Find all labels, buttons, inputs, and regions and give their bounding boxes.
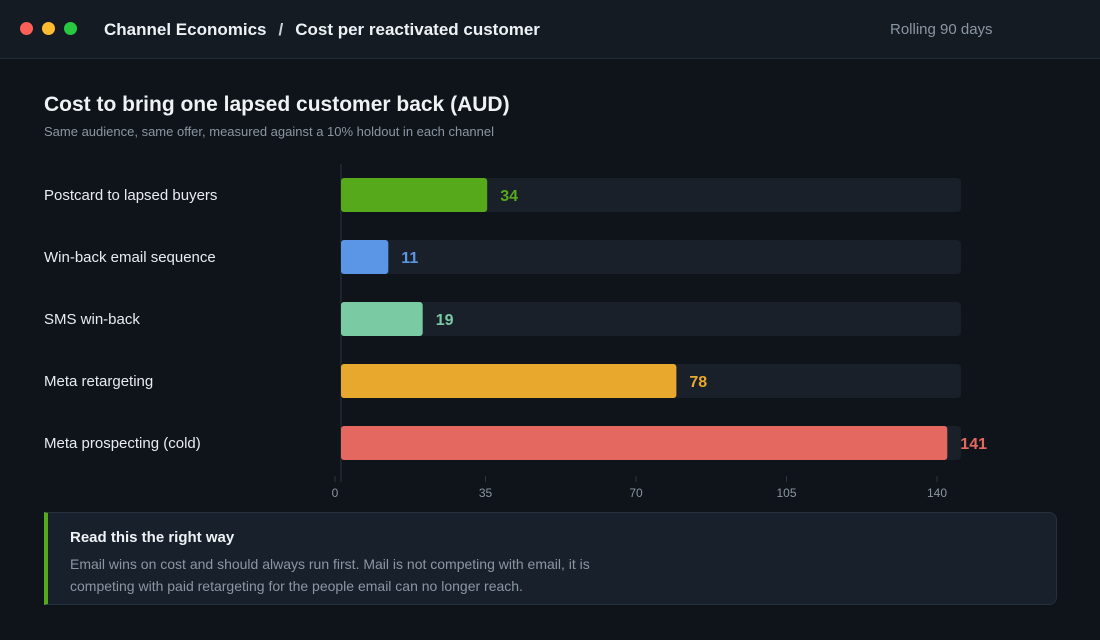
bar-track — [341, 240, 961, 274]
data-label: 141 — [960, 436, 987, 453]
date-range-label[interactable]: Rolling 90 days — [890, 21, 993, 38]
bar-track — [341, 178, 961, 212]
breadcrumb-separator: / — [278, 20, 284, 39]
x-tick-label: 70 — [629, 486, 643, 500]
category-label: Win-back email sequence — [44, 249, 216, 266]
callout-title: Read this the right way — [70, 529, 235, 546]
chart-subtitle: Same audience, same offer, measured agai… — [44, 124, 495, 139]
title-bar: Channel Economics / Cost per reactivated c… — [0, 0, 1100, 59]
breadcrumb-page: Cost per reactivated customer — [295, 20, 540, 39]
bar — [341, 302, 423, 336]
bar-track — [341, 302, 961, 336]
data-label: 19 — [436, 312, 454, 329]
callout-body: Email wins on cost and should always run… — [70, 556, 590, 594]
minimize-window-button[interactable] — [42, 22, 55, 35]
data-label: 11 — [401, 250, 418, 267]
bar — [341, 364, 677, 398]
breadcrumb-section[interactable]: Channel Economics — [104, 20, 267, 39]
x-tick-label: 105 — [776, 486, 796, 500]
bar — [341, 426, 948, 460]
category-label: SMS win-back — [44, 311, 140, 328]
category-label: Meta prospecting (cold) — [44, 435, 201, 452]
bar-chart: Postcard to lapsed buyers 34 Win-back emai… — [44, 164, 987, 500]
x-tick-label: 140 — [927, 486, 947, 500]
insight-callout: Read this the right way Email wins on co… — [44, 512, 1057, 605]
bar — [341, 240, 389, 274]
close-window-button[interactable] — [20, 22, 33, 35]
data-label: 78 — [689, 374, 707, 391]
maximize-window-button[interactable] — [64, 22, 77, 35]
category-label: Postcard to lapsed buyers — [44, 187, 217, 204]
x-tick-label: 35 — [479, 486, 493, 500]
chart-title: Cost to bring one lapsed customer back (… — [44, 93, 510, 116]
bar — [341, 178, 488, 212]
data-label: 34 — [500, 188, 518, 205]
category-label: Meta retargeting — [44, 373, 153, 390]
breadcrumb: Channel Economics / Cost per reactivated c… — [104, 20, 540, 40]
x-tick-label: 0 — [332, 486, 339, 500]
